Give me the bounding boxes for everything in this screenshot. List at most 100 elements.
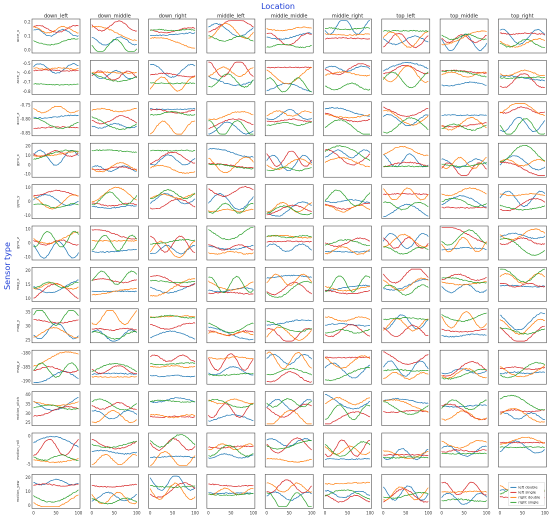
y-tick-label: 0 xyxy=(28,241,31,246)
series-line-right-single xyxy=(91,270,138,285)
series-line-left-single xyxy=(266,327,312,342)
series-line-right-double xyxy=(266,273,312,286)
series-line-right-single xyxy=(441,123,487,132)
panel-mag-y-top-right xyxy=(498,308,547,344)
y-tick-label: 0 xyxy=(28,162,31,167)
series-line-right-single xyxy=(324,189,371,207)
series-line-right-double xyxy=(208,66,254,77)
series-line-right-double xyxy=(324,246,371,255)
series-line-right-single xyxy=(441,70,487,78)
series-line-right-double xyxy=(324,396,371,406)
series-line-right-single xyxy=(499,237,546,256)
row-label-acce-y: acce_y xyxy=(16,70,20,83)
panel-frame xyxy=(498,225,547,261)
row-label-motion-roll: motion_roll xyxy=(16,440,20,460)
x-tick-label: 0 xyxy=(440,510,443,515)
panel-gyro-x-top-left xyxy=(381,142,431,178)
panel-acce-z-middle-middle xyxy=(264,101,314,137)
panel-frame xyxy=(31,60,81,95)
panel-frame xyxy=(90,101,139,137)
y-tick-label: 0.0 xyxy=(24,48,31,53)
series-line-right-single xyxy=(441,229,487,246)
series-line-right-single xyxy=(324,27,371,31)
series-line-right-double xyxy=(499,69,546,77)
series-line-left-single xyxy=(208,403,254,418)
y-tick-label: -0.7 xyxy=(23,80,31,85)
series-line-right-double xyxy=(324,285,371,292)
series-line-left-double xyxy=(441,492,487,505)
panel-mag-y-middle-right xyxy=(323,308,372,344)
panel-frame xyxy=(206,60,256,95)
panel-mag-z-top-right xyxy=(498,349,547,385)
series-line-left-single xyxy=(441,328,487,333)
y-tick-label: 35 xyxy=(25,401,31,406)
series-line-left-single xyxy=(149,235,196,253)
y-tick-label: -180 xyxy=(21,351,31,356)
panel-acce-z-down-left: -0.75 -0.80 -0.85 acce_z xyxy=(16,101,81,137)
panel-gyro-x-top-middle xyxy=(439,142,489,178)
series-line-left-single xyxy=(33,150,79,158)
series-line-left-single xyxy=(208,185,254,197)
series-line-right-double xyxy=(324,316,371,322)
panel-gyro-x-down-right xyxy=(148,142,197,178)
series-line-right-single xyxy=(33,117,79,130)
series-line-right-single xyxy=(441,498,487,502)
x-tick-label: 0 xyxy=(32,510,35,515)
panel-mag-z-middle-left xyxy=(206,349,256,385)
series-line-right-single xyxy=(383,201,429,211)
panel-frame xyxy=(148,267,197,302)
series-line-left-single xyxy=(383,106,429,117)
panel-motion-roll-down-left: 0 -5 motion_roll xyxy=(16,432,81,468)
series-line-left-single xyxy=(499,408,546,413)
series-line-right-single xyxy=(383,284,429,296)
series-line-right-single xyxy=(325,82,371,91)
panel-gyro-z-middle-middle xyxy=(264,225,314,261)
panel-mag-z-down-right xyxy=(148,349,197,385)
series-line-left-double xyxy=(266,154,313,172)
panel-frame xyxy=(264,184,314,219)
panel-mag-x-middle-middle xyxy=(264,267,314,302)
series-line-left-single xyxy=(499,237,546,246)
panel-mag-z-down-left: -180 -185 -190 mag_z xyxy=(16,349,81,385)
panel-frame xyxy=(31,142,81,178)
column-header-down-middle: down_middle xyxy=(98,14,131,20)
series-line-right-single xyxy=(208,120,254,135)
series-line-right-double xyxy=(208,280,254,291)
x-tick-label: 100 xyxy=(191,510,199,515)
panel-mag-x-top-left xyxy=(381,267,431,302)
panel-frame xyxy=(264,142,314,178)
panel-frame xyxy=(323,432,372,468)
panel-acce-z-top-left xyxy=(381,101,431,137)
series-line-right-double xyxy=(33,150,79,157)
series-line-left-double xyxy=(33,114,79,119)
series-line-right-double xyxy=(382,31,429,48)
series-line-right-single xyxy=(266,440,312,450)
y-tick-label: 30 xyxy=(25,323,31,328)
x-tick-label: 100 xyxy=(424,510,432,515)
panel-gyro-x-down-left: 20 10 0 -10 gyro_x xyxy=(16,142,81,178)
series-line-left-single xyxy=(383,33,429,49)
series-line-right-single xyxy=(266,44,312,49)
series-line-left-single xyxy=(266,240,312,243)
series-line-right-single xyxy=(499,204,546,211)
panel-motion-pitch-middle-middle xyxy=(264,391,314,426)
series-line-left-single xyxy=(149,151,196,165)
panel-motion-pitch-down-middle xyxy=(90,391,139,426)
panel-frame xyxy=(498,349,547,385)
column-header-down-left: down_left xyxy=(44,14,68,20)
y-tick-label: -0.85 xyxy=(20,130,31,135)
series-line-right-single xyxy=(266,234,312,239)
panel-acce-y-top-middle xyxy=(439,60,489,95)
panel-frame xyxy=(381,18,431,54)
series-line-right-single xyxy=(324,489,371,500)
series-line-right-double xyxy=(324,445,371,456)
panel-frame xyxy=(90,142,139,178)
panel-acce-x-middle-left xyxy=(206,18,256,54)
column-headers: down_left down_middle down_right middle_lef… xyxy=(44,14,534,20)
series-line-right-single xyxy=(383,246,429,255)
series-line-right-single xyxy=(441,161,487,168)
series-line-left-single xyxy=(33,438,79,457)
panel-frame xyxy=(148,101,197,137)
series-line-right-double xyxy=(441,311,487,329)
series-line-left-single xyxy=(499,73,545,89)
